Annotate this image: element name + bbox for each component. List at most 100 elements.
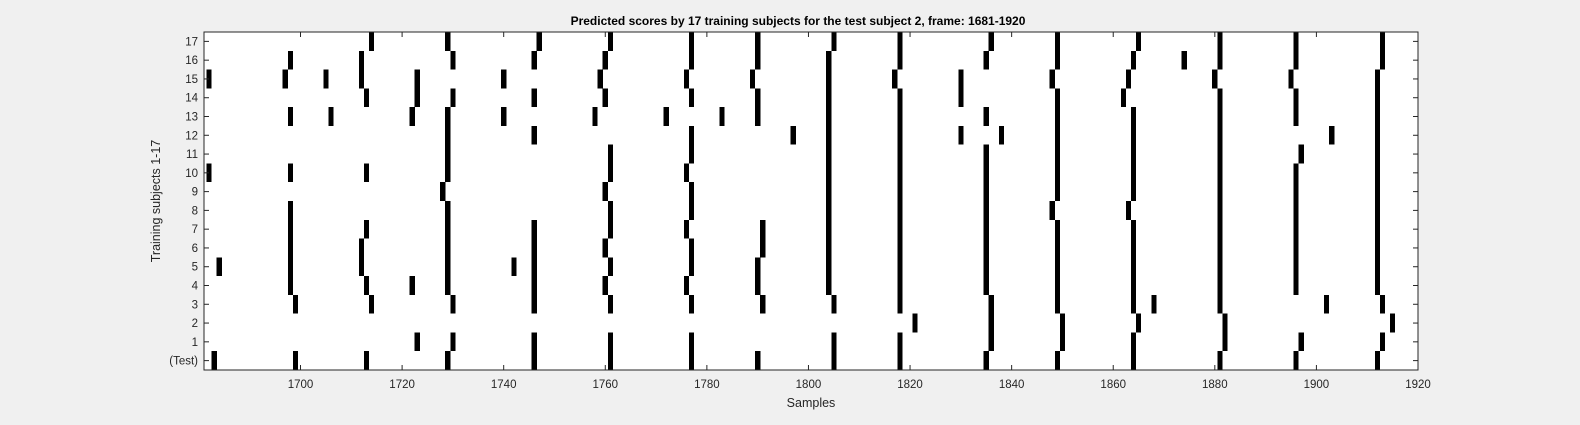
- score-mark: [689, 294, 695, 314]
- score-mark: [287, 201, 293, 220]
- score-mark: [323, 69, 329, 89]
- score-mark: [1130, 294, 1137, 314]
- score-mark: [983, 201, 989, 220]
- score-mark: [1293, 238, 1299, 258]
- score-mark: [445, 238, 451, 258]
- score-mark: [826, 238, 832, 258]
- score-mark: [414, 88, 420, 108]
- score-mark: [826, 69, 832, 89]
- score-mark: [1323, 294, 1330, 314]
- score-mark: [983, 144, 989, 164]
- score-mark: [689, 50, 695, 70]
- y-tick-label: 1: [192, 337, 198, 349]
- score-mark: [358, 69, 365, 89]
- score-mark: [536, 32, 542, 51]
- x-tick-label: 1720: [389, 379, 415, 391]
- score-mark: [826, 201, 832, 220]
- score-mark: [1374, 125, 1380, 145]
- score-mark: [358, 50, 365, 70]
- score-mark: [1130, 107, 1137, 126]
- score-mark: [445, 351, 451, 370]
- score-mark: [1136, 313, 1142, 333]
- score-mark: [445, 219, 451, 239]
- score-mark: [1054, 182, 1060, 201]
- score-mark: [1222, 332, 1228, 352]
- score-mark: [450, 332, 456, 352]
- score-mark: [831, 332, 837, 352]
- score-mark: [998, 125, 1005, 145]
- score-mark: [328, 107, 334, 126]
- x-tick-label: 1740: [491, 379, 517, 391]
- score-mark: [988, 294, 994, 314]
- score-mark: [983, 182, 989, 201]
- score-mark: [369, 32, 375, 51]
- score-mark: [1293, 276, 1299, 295]
- score-mark: [912, 313, 918, 333]
- score-mark: [445, 276, 451, 295]
- score-mark: [445, 163, 451, 183]
- score-mark: [755, 32, 761, 51]
- score-mark: [1374, 182, 1380, 201]
- score-mark: [831, 294, 837, 314]
- score-mark: [826, 182, 832, 201]
- score-mark: [1217, 294, 1223, 314]
- score-mark: [1379, 294, 1386, 314]
- score-mark: [897, 107, 903, 126]
- score-mark: [1125, 69, 1132, 89]
- score-mark: [511, 257, 517, 277]
- score-mark: [683, 163, 690, 183]
- score-mark: [1293, 50, 1299, 70]
- score-mark: [607, 294, 613, 314]
- score-mark: [409, 276, 415, 295]
- x-tick-label: 1700: [288, 379, 314, 391]
- score-mark: [369, 294, 375, 314]
- y-tick-label: 12: [185, 130, 198, 142]
- score-mark: [363, 219, 370, 239]
- score-mark: [1049, 69, 1055, 89]
- score-mark: [1217, 107, 1223, 126]
- score-mark: [450, 294, 456, 314]
- score-mark: [1130, 257, 1137, 277]
- score-mark: [755, 351, 761, 370]
- score-mark: [607, 32, 613, 51]
- score-mark: [897, 294, 903, 314]
- score-mark: [1054, 88, 1060, 108]
- score-mark: [1390, 313, 1396, 333]
- score-mark: [1298, 144, 1304, 164]
- score-mark: [1217, 88, 1223, 108]
- score-mark: [1054, 351, 1060, 370]
- score-mark: [287, 50, 293, 70]
- score-mark: [1374, 107, 1380, 126]
- score-mark: [531, 238, 537, 258]
- score-mark: [1293, 88, 1299, 108]
- score-mark: [292, 294, 299, 314]
- score-mark: [1379, 32, 1386, 51]
- score-mark: [689, 182, 695, 201]
- score-mark: [358, 238, 365, 258]
- y-tick-label: 14: [185, 93, 198, 105]
- score-mark: [1130, 219, 1137, 239]
- score-mark: [1379, 332, 1386, 352]
- score-mark: [414, 332, 420, 352]
- score-mark: [597, 69, 603, 89]
- score-mark: [1288, 69, 1294, 89]
- x-tick-label: 1760: [592, 379, 618, 391]
- score-mark: [826, 50, 832, 70]
- score-mark: [445, 107, 451, 126]
- score-mark: [755, 257, 761, 277]
- x-tick-label: 1920: [1405, 379, 1431, 391]
- score-mark: [1217, 257, 1223, 277]
- score-mark: [897, 50, 903, 70]
- y-tick-label: 16: [185, 55, 198, 67]
- score-mark: [1217, 219, 1223, 239]
- score-mark: [1374, 88, 1380, 108]
- score-mark: [445, 125, 451, 145]
- x-tick-label: 1900: [1304, 379, 1330, 391]
- score-mark: [831, 32, 837, 51]
- score-mark: [1130, 182, 1137, 201]
- score-mark: [983, 50, 989, 70]
- score-mark: [983, 276, 989, 295]
- score-mark: [1049, 201, 1055, 220]
- score-mark: [755, 50, 761, 70]
